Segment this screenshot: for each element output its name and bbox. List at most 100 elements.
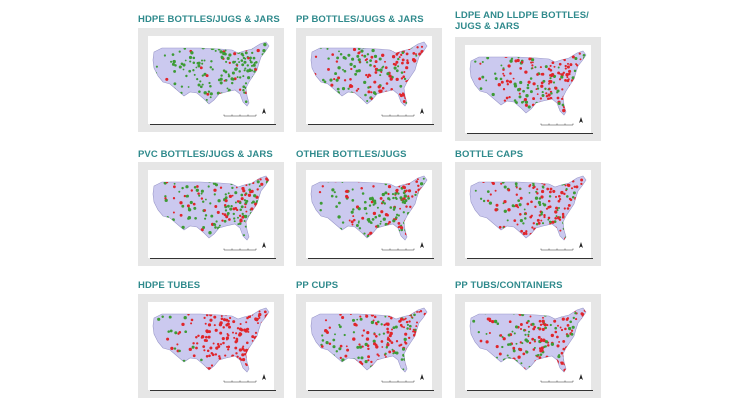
site-marker-green <box>407 197 410 200</box>
map-baseline <box>150 258 276 259</box>
site-marker-green <box>319 219 321 222</box>
site-marker-green <box>183 47 187 50</box>
site-marker-green <box>219 77 223 81</box>
site-marker-red <box>220 371 224 372</box>
site-marker-green <box>421 188 424 191</box>
site-marker-green <box>181 186 184 190</box>
site-marker-red <box>418 359 422 363</box>
site-marker-red <box>569 198 573 202</box>
site-marker-green <box>398 237 402 240</box>
site-marker-green <box>184 59 187 62</box>
site-marker-green <box>236 76 239 79</box>
site-marker-red <box>423 105 426 106</box>
site-marker-red <box>348 219 351 222</box>
site-marker-red <box>510 105 513 108</box>
site-marker-red <box>555 206 559 210</box>
site-marker-red <box>549 233 553 237</box>
site-marker-green <box>472 372 475 375</box>
site-marker-green <box>237 58 240 60</box>
site-marker-red <box>408 363 412 367</box>
site-marker-red <box>252 343 256 347</box>
site-marker-red <box>566 65 570 69</box>
site-marker-red <box>226 364 229 367</box>
site-marker-red <box>416 178 419 181</box>
site-marker-green <box>241 212 244 216</box>
site-marker-green <box>561 103 565 107</box>
site-marker-green <box>570 93 573 96</box>
scale-bar <box>223 380 257 383</box>
site-marker-green <box>379 220 382 223</box>
site-marker-green <box>319 46 323 49</box>
site-marker-green <box>242 85 246 89</box>
us-map-svg <box>469 175 587 251</box>
site-marker-red <box>395 77 399 82</box>
site-marker-red <box>264 331 269 335</box>
site-marker-green <box>240 193 244 197</box>
site-marker-red <box>255 345 258 348</box>
site-marker-red <box>407 195 410 198</box>
site-marker-green <box>218 231 221 234</box>
site-marker-red <box>561 97 565 100</box>
site-marker-red <box>380 210 384 214</box>
site-marker-red <box>405 205 408 208</box>
site-marker-red <box>365 73 368 77</box>
site-marker-red <box>569 224 572 227</box>
site-marker-red <box>508 360 512 364</box>
site-marker-green <box>540 212 543 216</box>
site-marker-red <box>515 54 519 57</box>
site-marker-red <box>520 229 523 233</box>
site-marker-green <box>167 330 170 333</box>
site-marker-green <box>532 241 534 243</box>
site-marker-red <box>580 85 582 88</box>
site-marker-green <box>233 217 236 220</box>
site-marker-red <box>502 72 505 75</box>
site-marker-green <box>556 209 559 212</box>
site-marker-red <box>416 310 419 313</box>
site-marker-green <box>541 94 545 97</box>
site-marker-red <box>251 178 254 181</box>
site-marker-red <box>396 364 400 368</box>
site-marker-red <box>398 225 401 228</box>
site-marker-green <box>485 332 488 335</box>
site-marker-red <box>387 103 391 106</box>
site-marker-red <box>238 180 241 183</box>
site-marker-red <box>502 229 506 234</box>
site-marker-green <box>579 339 584 343</box>
site-marker-red <box>354 98 357 101</box>
site-marker-red <box>571 93 575 97</box>
site-marker-red <box>556 335 559 339</box>
site-marker-green <box>535 176 539 180</box>
site-marker-green <box>537 326 540 330</box>
site-marker-red <box>423 342 427 346</box>
site-marker-red <box>241 346 244 350</box>
site-marker-green <box>485 238 489 240</box>
site-marker-green <box>402 368 405 371</box>
site-marker-red <box>395 103 399 106</box>
site-marker-green <box>425 69 427 72</box>
site-marker-green <box>195 66 198 69</box>
site-marker-green <box>337 92 339 94</box>
site-marker-green <box>262 54 266 58</box>
site-marker-red <box>539 323 543 326</box>
site-marker-green <box>422 200 425 203</box>
site-marker-red <box>233 176 238 180</box>
site-marker-red <box>367 105 371 106</box>
site-marker-green <box>188 55 193 60</box>
site-marker-green <box>509 59 513 63</box>
site-marker-red <box>547 229 551 233</box>
site-marker-green <box>560 182 564 186</box>
site-marker-green <box>220 55 224 59</box>
site-marker-green <box>368 204 372 207</box>
site-marker-green <box>192 56 196 60</box>
site-marker-green <box>511 204 515 208</box>
scale-bar <box>381 380 415 383</box>
site-marker-red <box>253 359 257 362</box>
site-marker-green <box>164 198 168 203</box>
site-marker-green <box>402 353 406 357</box>
site-marker-red <box>583 214 586 217</box>
site-marker-green <box>201 200 205 203</box>
site-marker-red <box>549 190 552 194</box>
us-outline <box>310 175 428 241</box>
site-marker-green <box>219 50 223 54</box>
site-marker-red <box>384 60 386 63</box>
